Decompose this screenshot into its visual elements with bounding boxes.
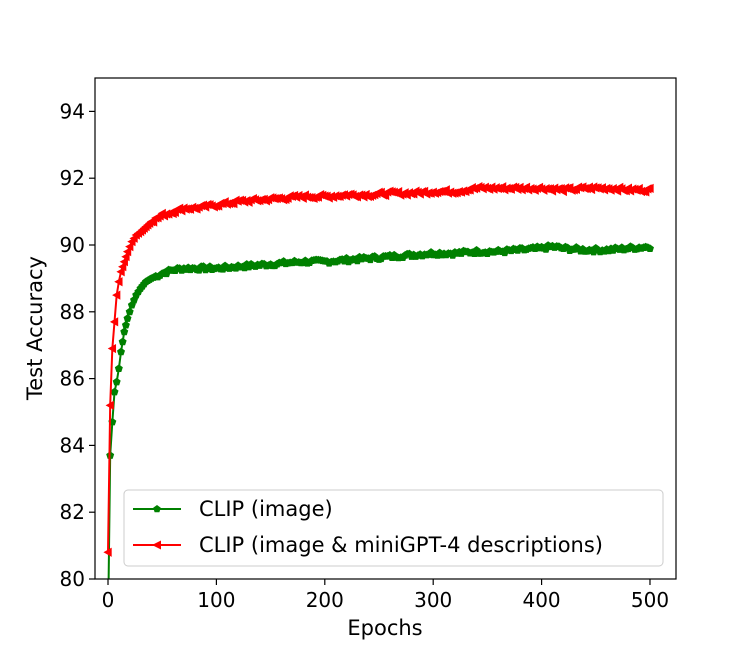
data-point (118, 262, 127, 272)
data-point (105, 400, 114, 410)
data-point (117, 347, 126, 356)
y-tick-label: 80 (60, 567, 85, 591)
y-axis-ticks: 80 82 84 86 88 90 92 94 (60, 99, 95, 591)
plot-frame (94, 77, 677, 580)
data-point (112, 290, 121, 300)
y-tick-label: 94 (60, 99, 85, 123)
legend-marker-triangle-left-icon (152, 540, 161, 550)
x-axis-ticks: 0 100 200 300 400 500 (102, 579, 669, 612)
legend-item-clip-image-minigpt4: CLIP (image & miniGPT-4 descriptions) (133, 533, 603, 557)
legend-label-clip-image-minigpt4: CLIP (image & miniGPT-4 descriptions) (199, 533, 603, 557)
series-line-0 (107, 244, 651, 579)
series-1 (103, 182, 654, 557)
x-tick-label: 300 (414, 588, 452, 612)
legend-box (123, 489, 664, 567)
data-point (116, 267, 125, 277)
data-point (103, 547, 112, 557)
data-point (118, 337, 127, 346)
data-point (645, 244, 654, 252)
x-tick-label: 400 (522, 588, 560, 612)
legend-item-clip-image: CLIP (image) (133, 497, 333, 521)
data-point (114, 277, 123, 287)
data-point (125, 242, 134, 252)
y-tick-label: 82 (60, 500, 85, 524)
series-0 (104, 241, 654, 633)
legend: CLIP (image) CLIP (image & miniGPT-4 des… (123, 489, 664, 567)
y-tick-label: 92 (60, 166, 85, 190)
x-tick-label: 500 (631, 588, 669, 612)
y-tick-label: 86 (60, 367, 85, 391)
y-tick-label: 88 (60, 300, 85, 324)
data-point (107, 343, 117, 354)
legend-marker-pentagon-icon (153, 505, 161, 513)
x-axis-title: Epochs (347, 616, 422, 640)
x-tick-label: 100 (197, 588, 235, 612)
data-point (121, 320, 130, 329)
data-point (119, 257, 128, 267)
data-point (120, 327, 129, 336)
data-point (645, 183, 654, 194)
data-point (114, 364, 123, 372)
data-point (110, 387, 119, 396)
y-tick-label: 84 (60, 433, 85, 457)
data-point (104, 625, 112, 633)
data-point (112, 377, 121, 386)
y-axis-title: Test Accuracy (23, 256, 47, 401)
data-point (121, 252, 130, 262)
data-point (123, 314, 132, 322)
data-point (125, 307, 134, 316)
series-layer (103, 182, 654, 633)
x-tick-label: 200 (306, 588, 344, 612)
y-tick-label: 90 (60, 233, 85, 257)
data-point (122, 247, 132, 257)
legend-label-clip-image: CLIP (image) (199, 497, 333, 521)
data-point (109, 317, 119, 327)
x-tick-label: 0 (102, 588, 115, 612)
